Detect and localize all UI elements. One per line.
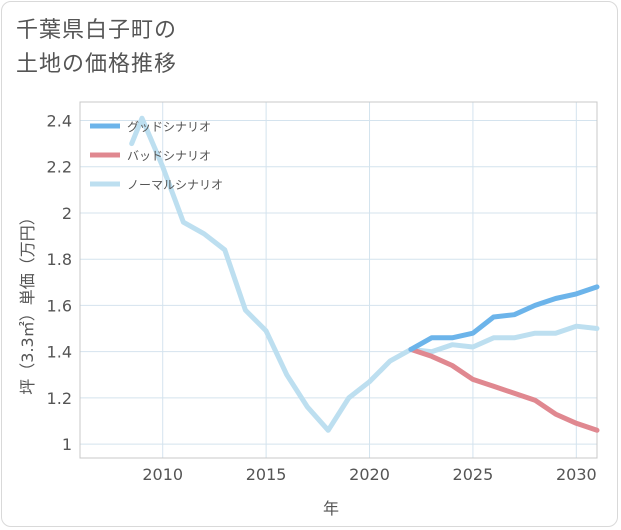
title-line-1: 千葉県白子町の (16, 18, 178, 43)
legend-label: グッドシナリオ (127, 120, 211, 134)
y-tick-label: 1.6 (47, 296, 72, 315)
y-tick-label: 1.4 (47, 343, 72, 362)
x-tick-label: 2020 (349, 465, 390, 484)
legend-label: ノーマルシナリオ (127, 178, 223, 192)
y-axis-label: 坪（3.3㎡）単価（万円） (18, 209, 37, 394)
series-line-1 (408, 346, 600, 433)
x-axis-label: 年 (323, 499, 339, 518)
y-tick-label: 2.4 (47, 111, 72, 130)
legend-label: バッドシナリオ (127, 149, 211, 163)
plot-frame (79, 101, 598, 459)
series-group (129, 115, 600, 433)
tick-labels: 1 1.2 1.4 1.6 1.8 2 2.2 2.4 2010 2015 2020 2025 2030 (47, 111, 597, 484)
y-tick-label: 2.2 (47, 158, 72, 177)
page-title: 千葉県白子町の 土地の価格推移 (16, 14, 177, 82)
series-line-0 (408, 284, 600, 352)
y-tick-label: 1 (62, 435, 72, 454)
y-tick-label: 2 (62, 204, 72, 223)
x-tick-label: 2025 (453, 465, 494, 484)
x-tick-label: 2010 (142, 465, 183, 484)
series-line-2 (129, 115, 600, 433)
x-tick-label: 2030 (556, 465, 597, 484)
chart-grid (80, 102, 597, 458)
y-tick-label: 1.8 (47, 250, 72, 269)
title-line-2: 土地の価格推移 (16, 52, 178, 77)
y-tick-label: 1.2 (47, 389, 72, 408)
x-tick-label: 2015 (246, 465, 287, 484)
